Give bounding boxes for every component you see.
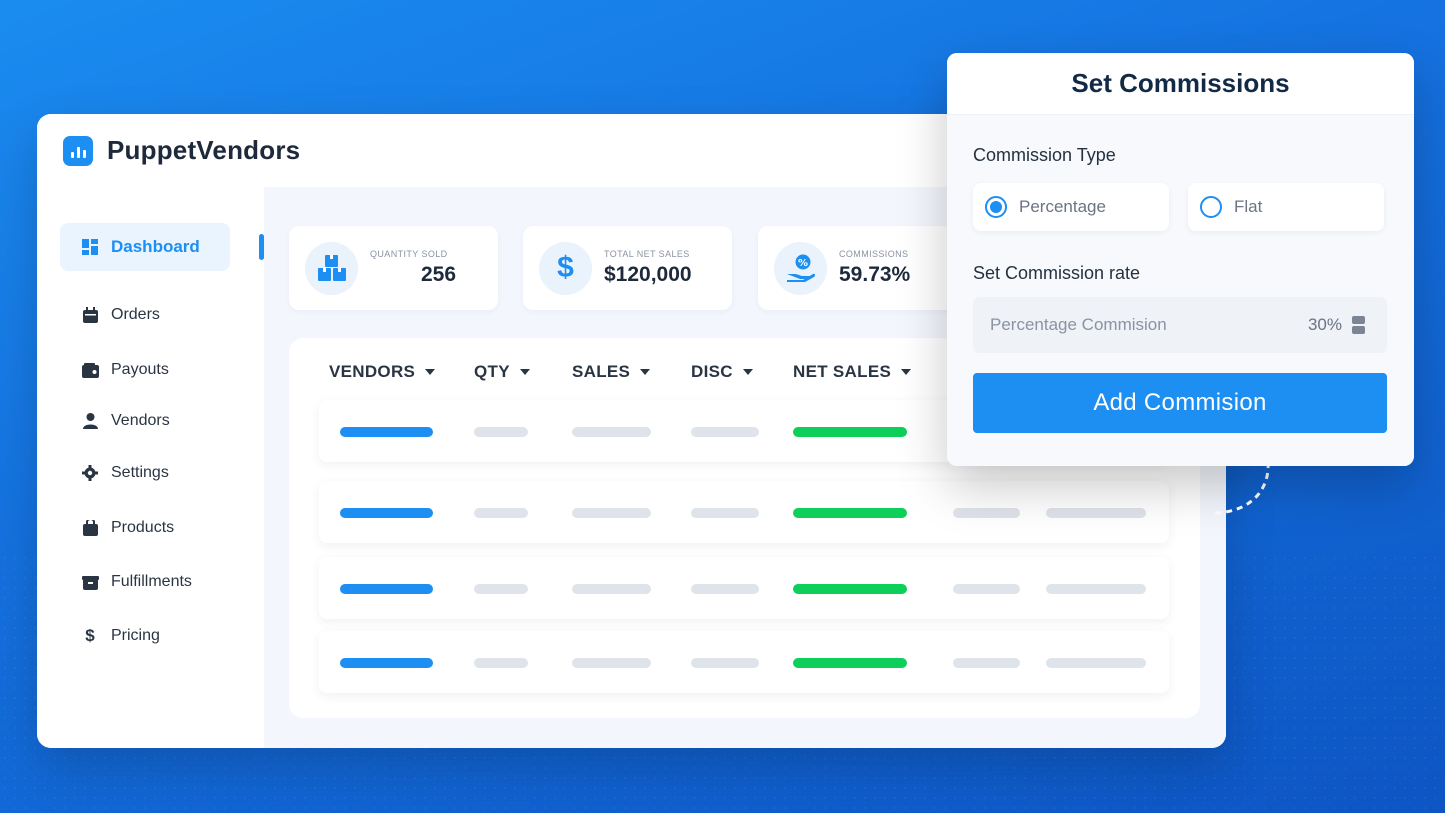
sidebar-item-products[interactable]: Products [60,504,230,552]
sidebar-item-settings[interactable]: Settings [60,449,230,497]
sidebar-item-payouts[interactable]: Payouts [60,346,230,394]
placeholder-bar [474,658,528,668]
stat-value: 256 [421,263,457,286]
hand-percent-icon: % [774,241,827,295]
placeholder-bar [793,658,907,668]
sidebar-item-fulfillments[interactable]: Fulfillments [60,558,230,606]
stat-label: QUANTITY SOLD [370,249,448,259]
rate-placeholder: Percentage Commision [990,315,1167,334]
column-header-qty[interactable]: QTY [474,362,530,382]
stat-label: TOTAL NET SALES [604,249,690,259]
bag-icon [81,519,99,537]
flat-option[interactable]: Flat [1188,183,1384,231]
placeholder-bar [572,584,651,594]
table-row[interactable] [319,631,1169,693]
placeholder-bar [340,508,433,518]
rate-value: 30% [1307,315,1342,334]
placeholder-bar [1046,508,1146,518]
column-header-sales[interactable]: SALES [572,362,651,382]
wallet-icon [81,361,99,379]
sidebar: Dashboard Orders Payouts Vendors Setting… [37,187,264,748]
placeholder-bar [474,427,528,437]
placeholder-bar [691,427,759,437]
caret-down-icon [425,369,436,375]
modal-title: Set Commissions [1071,68,1290,98]
sidebar-item-vendors[interactable]: Vendors [60,397,230,445]
placeholder-bar [474,508,528,518]
commission-type-label: Commission Type [973,145,1116,165]
placeholder-bar [572,658,651,668]
app-title: PuppetVendors [107,135,301,165]
placeholder-bar [953,658,1020,668]
commission-rate-label: Set Commission rate [973,263,1141,283]
placeholder-bar [793,508,907,518]
svg-text:%: % [797,258,807,269]
dollar-icon: $ [85,626,95,645]
sidebar-item-label: Dashboard [111,237,200,256]
stat-value: 59.73% [839,263,911,286]
placeholder-bar [953,584,1020,594]
gear-icon [81,464,99,482]
dashboard-icon [81,238,99,256]
bar-chart-icon [63,135,93,166]
sidebar-item-label: Products [111,519,175,536]
boxes-icon [305,241,358,295]
placeholder-bar [340,427,433,437]
active-indicator [259,234,264,260]
placeholder-bar [953,508,1020,518]
sidebar-item-label: Settings [111,464,169,481]
placeholder-bar [572,427,651,437]
table-row[interactable] [319,481,1169,543]
placeholder-bar [474,584,528,594]
add-commission-button[interactable]: Add Commision [973,373,1387,433]
placeholder-bar [572,508,651,518]
column-header-vendors[interactable]: VENDORS [329,362,436,382]
option-label: Percentage [1019,197,1106,216]
placeholder-bar [793,427,907,437]
radio-selected-icon[interactable] [985,196,1007,218]
column-header-net-sales[interactable]: NET SALES [793,362,912,382]
caret-down-icon [640,369,651,375]
commission-rate-input[interactable]: Percentage Commision 30% [973,297,1387,353]
dollar-icon: $ [539,241,592,295]
table-row[interactable] [319,557,1169,619]
vendors-table: VENDORS QTY SALES DISC NET SALES [289,338,1200,718]
placeholder-bar [1046,658,1146,668]
box-icon [81,573,99,591]
percentage-option[interactable]: Percentage [973,183,1169,231]
placeholder-bar [1046,584,1146,594]
radio-unselected-icon[interactable] [1200,196,1222,218]
caret-down-icon [519,369,530,375]
placeholder-bar [691,658,759,668]
calendar-icon [81,306,99,324]
placeholder-bar [340,584,433,594]
sidebar-item-label: Orders [111,306,160,323]
option-label: Flat [1234,197,1263,216]
placeholder-bar [793,584,907,594]
caret-down-icon [901,369,912,375]
set-commissions-modal: Set Commissions Commission Type Percenta… [947,53,1414,466]
column-header-disc[interactable]: DISC [691,362,753,382]
caret-down-icon [742,369,753,375]
placeholder-bar [340,658,433,668]
stat-card-quantity: QUANTITY SOLD 256 [289,226,498,310]
stepper-icon[interactable] [1352,316,1365,334]
dashed-connector [1214,461,1270,515]
modal-body: Commission Type Percentage Flat Set Comm… [947,115,1414,466]
sidebar-item-pricing[interactable]: $ Pricing [60,612,230,660]
sidebar-item-label: Vendors [111,412,170,429]
sidebar-item-label: Payouts [111,361,169,378]
sidebar-item-label: Pricing [111,627,160,644]
stat-card-commissions: % COMMISSIONS 59.73% [758,226,967,310]
sidebar-item-orders[interactable]: Orders [60,291,230,339]
sidebar-item-dashboard[interactable]: Dashboard [60,223,230,271]
sidebar-item-label: Fulfillments [111,573,192,590]
stat-card-net-sales: $ TOTAL NET SALES $120,000 [523,226,732,310]
placeholder-bar [691,584,759,594]
modal-header: Set Commissions [947,53,1414,115]
user-icon [81,412,99,430]
stat-label: COMMISSIONS [839,249,909,259]
stat-value: $120,000 [604,263,692,286]
placeholder-bar [691,508,759,518]
